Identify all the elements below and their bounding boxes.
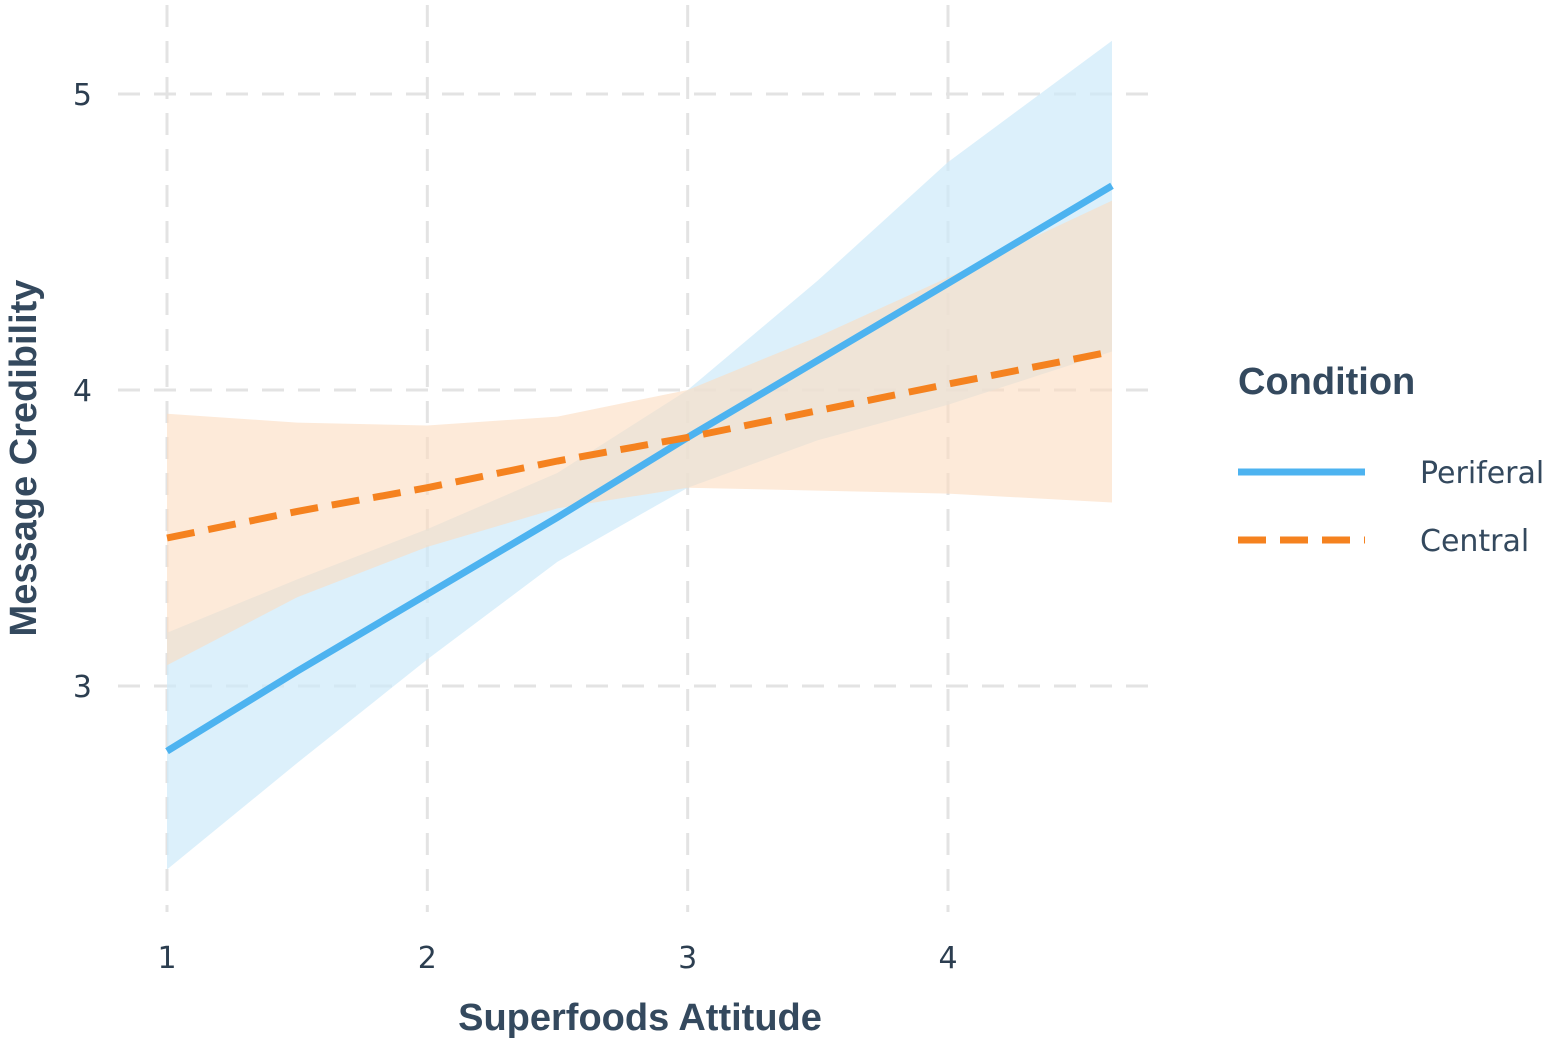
series-line-central bbox=[166, 348, 1113, 542]
x-tick-label: 3 bbox=[678, 941, 697, 976]
legend-label-periferal: Periferal bbox=[1420, 456, 1544, 491]
x-tick-label: 1 bbox=[157, 941, 176, 976]
x-axis-title: Superfoods Attitude bbox=[458, 997, 822, 1039]
x-axis-ticks: 1 2 3 4 bbox=[157, 941, 957, 976]
y-axis-title: Message Credibility bbox=[3, 280, 45, 637]
y-axis-ticks: 3 4 5 bbox=[73, 78, 92, 705]
x-tick-label: 4 bbox=[938, 941, 957, 976]
legend-label-central: Central bbox=[1420, 524, 1529, 559]
confidence-band-central bbox=[167, 200, 1112, 666]
legend-title: Condition bbox=[1238, 361, 1415, 403]
series-lines bbox=[165, 182, 1114, 755]
series-line-periferal bbox=[165, 182, 1114, 755]
y-tick-label: 4 bbox=[73, 374, 92, 409]
confidence-bands bbox=[167, 40, 1112, 870]
y-tick-label: 5 bbox=[73, 78, 92, 113]
legend: Condition Periferal Central bbox=[1238, 361, 1544, 559]
y-tick-label: 3 bbox=[73, 670, 92, 705]
x-tick-label: 2 bbox=[418, 941, 437, 976]
